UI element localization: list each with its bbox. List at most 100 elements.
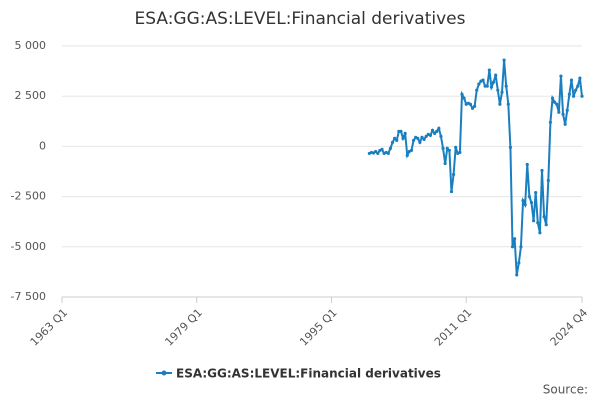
data-point	[529, 201, 534, 205]
data-point	[525, 162, 529, 167]
data-point	[393, 136, 397, 140]
data-point	[405, 153, 409, 158]
x-tick-label: 2024 Q4	[548, 306, 591, 349]
data-point	[435, 129, 439, 133]
data-point	[485, 84, 489, 88]
x-tick-label: 1963 Q1	[28, 306, 71, 349]
data-point	[542, 215, 546, 219]
data-point	[546, 178, 550, 183]
y-tick-label: 2 500	[15, 89, 47, 102]
data-point	[561, 112, 565, 116]
x-tick-label: 2011 Q1	[432, 306, 475, 349]
data-point	[399, 129, 403, 133]
data-point	[487, 68, 491, 72]
data-point	[395, 138, 399, 142]
legend-label: ESA:GG:AS:LEVEL:Financial derivatives	[176, 367, 441, 381]
legend-marker	[161, 370, 167, 376]
data-point	[494, 73, 498, 77]
data-point	[534, 190, 538, 195]
data-point	[521, 199, 525, 203]
data-point	[550, 96, 555, 100]
data-point	[565, 108, 569, 112]
data-point	[576, 84, 580, 88]
source-label: Source:	[543, 383, 588, 397]
y-tick-label: -5 000	[11, 240, 46, 253]
data-point	[388, 146, 393, 151]
data-point	[569, 78, 574, 82]
data-point	[380, 147, 384, 152]
chart-title: ESA:GG:AS:LEVEL:Financial derivatives	[135, 9, 466, 29]
data-point	[481, 78, 485, 82]
data-point	[567, 92, 571, 96]
data-point	[563, 122, 567, 126]
data-point	[428, 133, 433, 137]
data-point	[508, 145, 513, 150]
data-point	[531, 219, 536, 223]
data-point	[496, 88, 500, 92]
data-point	[500, 90, 504, 94]
data-point	[506, 102, 510, 106]
data-point	[443, 161, 447, 166]
y-tick-label: 0	[39, 139, 46, 152]
data-point	[418, 140, 422, 144]
data-point	[557, 110, 561, 114]
data-point	[523, 203, 527, 207]
data-point	[433, 131, 437, 135]
data-point	[578, 76, 582, 80]
data-point	[409, 148, 414, 153]
x-tick-label: 1995 Q1	[297, 306, 340, 349]
data-point	[555, 102, 559, 106]
data-point	[519, 245, 523, 249]
data-point	[515, 273, 519, 277]
data-point	[420, 135, 424, 139]
data-point	[553, 100, 557, 104]
data-point	[422, 137, 426, 141]
data-point	[468, 102, 473, 106]
data-point	[376, 151, 380, 156]
data-point	[510, 245, 515, 249]
data-point	[489, 85, 494, 89]
y-tick-label: -7 500	[11, 290, 46, 303]
data-point	[437, 126, 441, 130]
data-point	[411, 138, 416, 142]
data-point	[536, 221, 540, 225]
data-point	[502, 58, 506, 62]
data-point	[559, 74, 563, 78]
data-point	[451, 172, 456, 177]
data-point	[454, 145, 458, 150]
data-point	[447, 148, 451, 153]
data-point	[540, 168, 544, 173]
data-point	[462, 96, 466, 100]
data-point	[441, 146, 445, 151]
x-tick-label: 1979 Q1	[162, 306, 205, 349]
data-point	[527, 195, 531, 199]
data-point	[401, 136, 405, 140]
data-point	[504, 84, 508, 88]
data-point	[445, 146, 449, 151]
data-point	[430, 128, 435, 132]
y-tick-label: -2 500	[11, 190, 46, 203]
data-point	[491, 80, 496, 84]
data-point	[460, 92, 464, 96]
data-point	[571, 94, 576, 98]
data-point	[403, 131, 407, 135]
data-point	[574, 88, 578, 92]
data-point	[390, 140, 395, 144]
data-point	[544, 223, 548, 227]
data-point	[439, 134, 443, 138]
data-point	[470, 106, 475, 110]
data-point	[473, 104, 477, 108]
data-point	[449, 189, 454, 194]
series-line	[368, 59, 583, 276]
data-point	[458, 150, 462, 155]
y-tick-label: 5 000	[15, 39, 47, 52]
data-point	[477, 82, 481, 86]
data-point	[475, 88, 479, 92]
data-point	[580, 94, 584, 98]
data-point	[424, 134, 428, 138]
data-point	[538, 231, 542, 235]
data-point	[548, 120, 553, 124]
data-point	[374, 149, 378, 154]
data-point	[386, 151, 390, 156]
